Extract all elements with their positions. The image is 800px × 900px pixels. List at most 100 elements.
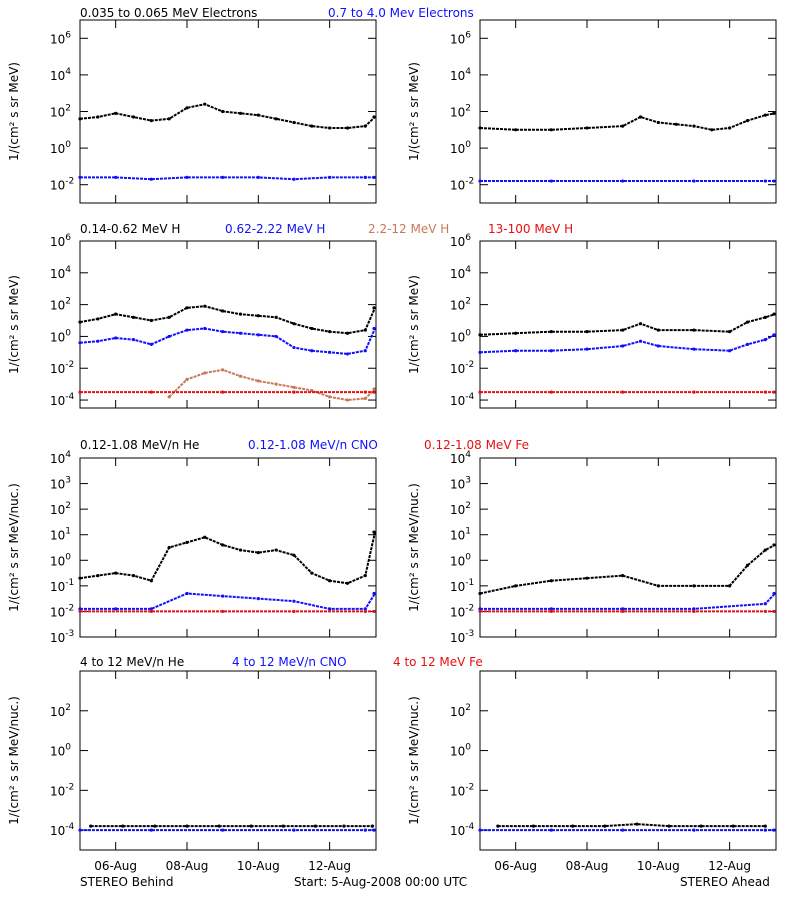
- data-point-p1-s0-0: [478, 126, 482, 130]
- data-point-p5-s1-0: [478, 607, 482, 611]
- data-point-p3-s0-5: [638, 322, 643, 326]
- y-tick-label-r3-c0-2: 10-2: [50, 782, 74, 798]
- data-point-p4-s0-5: [167, 545, 171, 550]
- data-point-p4-s0-9: [238, 548, 243, 552]
- data-point-p2-s1-0: [78, 341, 82, 345]
- data-point-p1-s0-3: [585, 126, 589, 130]
- row1-title-3: 13-100 MeV H: [488, 222, 573, 236]
- data-point-p1-s0-11: [745, 119, 750, 123]
- x-tick-label-c0-3: 12-Aug: [308, 859, 351, 873]
- data-point-p2-s2-10: [345, 398, 350, 402]
- data-point-p7-s1-5: [772, 828, 776, 832]
- data-point-p3-s1-10: [763, 338, 767, 342]
- y-tick-label-r0-c0-2: 102: [50, 104, 71, 120]
- data-point-p2-s3-4: [363, 390, 367, 394]
- data-point-p5-s2-2: [621, 609, 625, 614]
- data-point-p6-s0-8: [342, 824, 346, 828]
- data-point-p2-s1-8: [221, 330, 225, 334]
- panel-frame-r0-c1: [479, 19, 777, 204]
- y-axis-label-r2-c1: 1/(cm² s sr MeV/nuc.): [407, 483, 421, 612]
- data-point-p2-s1-1: [96, 339, 100, 343]
- y-tick-label-r2-c0-3: 101: [50, 527, 71, 543]
- data-point-p4-s0-13: [310, 571, 314, 575]
- data-point-p2-s3-5: [372, 390, 376, 394]
- data-point-p3-s2-4: [763, 390, 767, 394]
- data-point-p3-s1-4: [621, 344, 625, 348]
- data-point-p5-s0-3: [585, 576, 589, 580]
- data-point-p2-s2-4: [238, 374, 243, 378]
- data-point-p4-s1-9: [372, 591, 376, 596]
- data-point-p6-s0-0: [89, 824, 93, 828]
- data-point-p5-s2-4: [763, 609, 767, 614]
- data-point-p1-s0-10: [728, 126, 732, 130]
- data-point-p5-s2-0: [478, 609, 482, 614]
- data-point-p2-s0-10: [256, 314, 260, 318]
- data-point-p2-s1-3: [131, 338, 136, 342]
- row3-title-1: 4 to 12 MeV/n CNO: [232, 655, 347, 669]
- data-point-p7-s0-3: [603, 824, 607, 828]
- series-line-p2-s0: [79, 305, 376, 335]
- series-line-p2-s2: [168, 368, 376, 402]
- data-point-p2-s0-15: [345, 331, 350, 335]
- data-point-p2-s2-3: [221, 368, 225, 372]
- data-point-p3-s1-11: [772, 333, 776, 337]
- data-point-p7-s0-0: [496, 824, 500, 828]
- data-point-p6-s0-2: [153, 824, 157, 828]
- data-point-p0-s0-2: [114, 111, 118, 115]
- data-point-p1-s0-2: [549, 128, 553, 132]
- data-point-p6-s1-2: [221, 828, 225, 832]
- y-tick-label-r0-c1-2: 102: [450, 104, 471, 120]
- y-tick-label-r2-c0-0: 104: [50, 450, 71, 466]
- x-tick-label-c1-0: 06-Aug: [494, 859, 537, 873]
- data-point-p6-s1-0: [78, 828, 82, 832]
- data-point-p5-s1-4: [763, 602, 767, 606]
- data-point-p4-s1-0: [78, 607, 82, 611]
- data-point-p2-s3-2: [221, 390, 225, 394]
- data-point-p5-s0-0: [478, 591, 482, 596]
- data-point-p2-s2-2: [203, 371, 207, 375]
- data-point-p0-s0-12: [292, 120, 296, 125]
- data-point-p2-s0-14: [328, 330, 332, 334]
- series-line-p4-s1: [80, 592, 376, 610]
- data-point-p3-s1-8: [728, 349, 732, 353]
- data-point-p6-s1-5: [372, 828, 376, 832]
- data-marks: [78, 102, 776, 832]
- y-tick-label-r2-c1-3: 101: [450, 527, 471, 543]
- data-point-p6-s1-3: [292, 828, 296, 832]
- row2-title-2: 0.12-1.08 MeV Fe: [424, 438, 529, 452]
- data-point-p0-s0-0: [78, 117, 82, 121]
- data-point-p2-s1-17: [372, 326, 376, 331]
- data-point-p2-s3-3: [292, 390, 296, 394]
- footer-left: STEREO Behind: [80, 875, 174, 889]
- data-point-p0-s1-5: [256, 175, 260, 179]
- data-point-p2-s1-11: [274, 334, 278, 339]
- data-point-p2-s1-10: [256, 333, 260, 337]
- data-point-p0-s1-0: [78, 175, 82, 179]
- series-line-p2-s1: [79, 327, 376, 355]
- data-point-p4-s0-15: [345, 581, 350, 585]
- data-point-p4-s2-2: [221, 609, 225, 614]
- y-tick-label-r2-c0-1: 103: [50, 476, 71, 492]
- panel-frame-r3-c1: [479, 670, 777, 851]
- data-point-p5-s0-6: [692, 584, 696, 588]
- data-point-p1-s0-12: [763, 113, 767, 117]
- data-point-p2-s0-13: [310, 326, 314, 331]
- y-tick-label-r1-c1-5: 10-4: [450, 392, 475, 408]
- data-point-p2-s1-9: [238, 331, 243, 335]
- data-point-p4-s0-14: [328, 579, 332, 583]
- data-point-p0-s0-16: [363, 124, 367, 128]
- y-tick-label-r3-c1-2: 10-2: [450, 782, 474, 798]
- data-point-p1-s0-6: [656, 120, 660, 125]
- data-point-p1-s1-5: [772, 179, 776, 183]
- data-point-p3-s1-5: [638, 339, 643, 343]
- y-tick-label-r1-c0-5: 10-4: [50, 392, 75, 408]
- y-tick-label-r1-c0-3: 100: [50, 328, 71, 344]
- footer-right: STEREO Ahead: [680, 875, 770, 889]
- panel-frame-r1-c1: [479, 240, 777, 409]
- data-point-p7-s1-0: [478, 828, 482, 832]
- data-point-p7-s0-4: [635, 822, 639, 826]
- x-tick-label-c0-1: 08-Aug: [166, 859, 209, 873]
- y-tick-label-r3-c1-0: 102: [450, 703, 471, 719]
- y-tick-label-r2-c1-7: 10-3: [450, 629, 474, 645]
- data-point-p6-s1-4: [363, 828, 367, 832]
